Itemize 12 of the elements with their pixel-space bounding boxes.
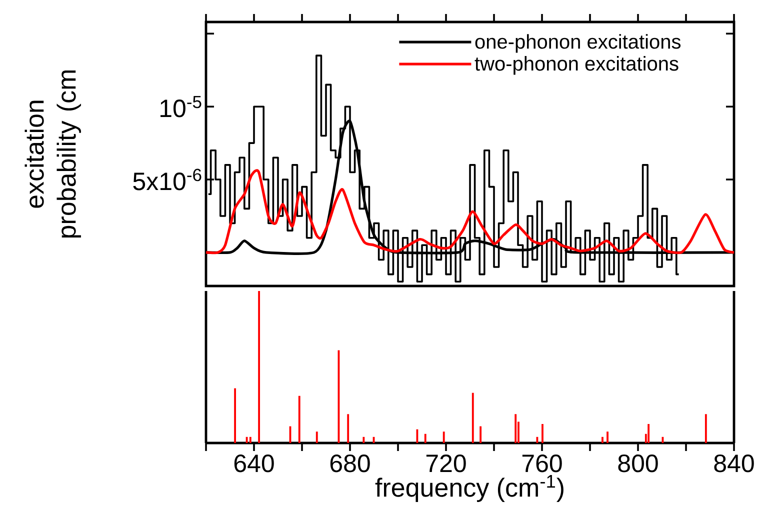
x-tick-label: 840: [714, 454, 754, 472]
x-tick-label: 760: [522, 454, 562, 472]
legend-label: two-phonon excitations: [474, 56, 678, 75]
x-axis-title: frequency (cm$^{-1}$): [375, 475, 564, 502]
legend-label: one-phonon excitations: [475, 34, 681, 53]
x-tick-label: 800: [618, 454, 658, 472]
y-tick-label: 5x10$^{-6}$: [133, 168, 202, 190]
y-tick-label: 10$^{-5}$: [160, 96, 202, 118]
x-tick-label: 680: [330, 454, 370, 472]
y-axis-title: excitation probability (cm: [24, 70, 81, 238]
x-tick-label: 720: [426, 454, 466, 472]
x-tick-label: 640: [234, 454, 274, 472]
